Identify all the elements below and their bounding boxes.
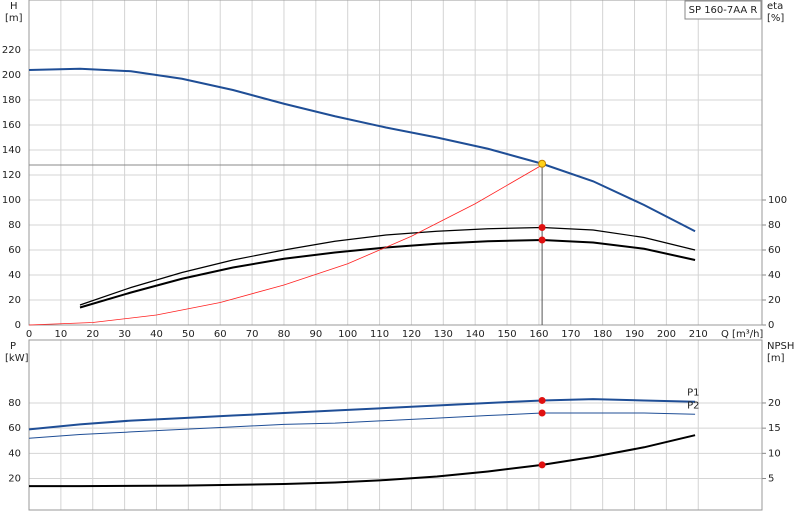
x-tick-label: 0 — [26, 329, 32, 340]
operating-point — [538, 236, 546, 244]
plot-frame — [28, 0, 763, 326]
operating-point — [538, 396, 546, 404]
x-tick-label: 60 — [214, 329, 227, 340]
y-tick-label: 160 — [2, 120, 21, 131]
y2-tick-label: 10 — [768, 448, 781, 459]
x-tick-label: 20 — [86, 329, 99, 340]
operating-point — [538, 461, 546, 469]
y-axis-label: H — [10, 1, 18, 12]
x-tick-label: 190 — [625, 329, 644, 340]
y2-tick-label: 0 — [768, 320, 774, 331]
y-tick-label: 140 — [2, 145, 21, 156]
x-tick-label: 180 — [593, 329, 612, 340]
x-axis-label: Q [m³/h] — [721, 329, 763, 340]
operating-point — [538, 409, 546, 417]
operating-point — [538, 224, 546, 231]
series-line — [28, 67, 696, 233]
y-axis-label: P — [10, 341, 16, 352]
y-tick-label: 120 — [2, 170, 21, 181]
x-tick-label: 10 — [55, 329, 68, 340]
series-line — [29, 434, 696, 488]
y-tick-label: 40 — [8, 270, 21, 281]
y-tick-label: 180 — [2, 95, 21, 106]
y-tick-label: 0 — [15, 320, 21, 331]
x-tick-label: 110 — [370, 329, 389, 340]
x-tick-label: 80 — [278, 329, 291, 340]
series-label: P1 — [687, 388, 699, 399]
y-axis-unit: [m] — [5, 13, 23, 24]
series-line — [79, 226, 696, 306]
x-tick-label: 130 — [434, 329, 453, 340]
series-line — [28, 164, 543, 326]
y2-tick-label: 15 — [768, 423, 781, 434]
x-tick-label: 90 — [309, 329, 322, 340]
y-tick-label: 220 — [2, 45, 21, 56]
y2-tick-label: 5 — [768, 474, 774, 485]
y-tick-label: 200 — [2, 70, 21, 81]
y-axis-unit: [kW] — [5, 353, 29, 364]
plot-area — [29, 340, 762, 510]
x-tick-label: 150 — [497, 329, 516, 340]
x-tick-label: 30 — [118, 329, 131, 340]
model-label: SP 160-7AA R — [689, 5, 758, 16]
y-tick-label: 20 — [8, 474, 21, 485]
x-tick-label: 50 — [182, 329, 195, 340]
y2-tick-label: 80 — [768, 220, 781, 231]
y2-axis-unit: [m] — [767, 353, 785, 364]
x-tick-label: 120 — [402, 329, 421, 340]
model-box — [684, 0, 762, 20]
y2-tick-label: 100 — [768, 195, 787, 206]
series-label: P2 — [687, 400, 699, 411]
y2-axis-label: eta — [767, 1, 783, 12]
operating-point — [538, 159, 547, 168]
series-line — [28, 398, 696, 431]
y-tick-label: 80 — [8, 398, 21, 409]
series-line — [28, 412, 696, 439]
y2-tick-label: 40 — [768, 270, 781, 281]
x-tick-label: 210 — [689, 329, 708, 340]
y2-tick-label: 20 — [768, 398, 781, 409]
x-tick-label: 140 — [466, 329, 485, 340]
y2-axis-unit: [%] — [767, 13, 784, 24]
y-tick-label: 60 — [8, 245, 21, 256]
plot-area — [29, 0, 762, 325]
y2-tick-label: 20 — [768, 295, 781, 306]
x-tick-label: 170 — [561, 329, 580, 340]
x-tick-label: 200 — [657, 329, 676, 340]
y2-tick-label: 60 — [768, 245, 781, 256]
x-tick-label: 100 — [338, 329, 357, 340]
y-tick-label: 40 — [8, 448, 21, 459]
x-tick-label: 160 — [529, 329, 548, 340]
y2-axis-label: NPSH — [767, 341, 794, 352]
y-tick-label: 20 — [8, 295, 21, 306]
x-tick-label: 40 — [150, 329, 163, 340]
y-tick-label: 60 — [8, 423, 21, 434]
y-tick-label: 80 — [8, 220, 21, 231]
plot-frame — [28, 339, 763, 511]
y-tick-label: 100 — [2, 195, 21, 206]
x-tick-label: 70 — [246, 329, 259, 340]
